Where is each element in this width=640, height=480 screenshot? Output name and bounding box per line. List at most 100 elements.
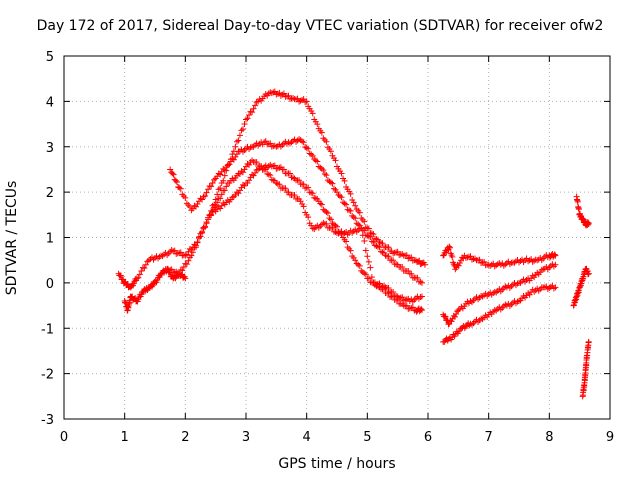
data-point (337, 193, 344, 200)
x-tick-label: 3 (242, 430, 250, 445)
data-point (529, 272, 536, 279)
data-point (158, 252, 165, 259)
data-point (318, 201, 325, 208)
data-point (552, 252, 559, 259)
data-point (233, 151, 240, 158)
data-point (371, 279, 378, 286)
data-point (399, 264, 406, 271)
data-point (362, 247, 369, 254)
data-point (246, 111, 253, 118)
data-point (338, 170, 345, 177)
data-point (117, 272, 124, 279)
data-point (361, 237, 368, 244)
data-point (552, 261, 559, 268)
data-point (479, 293, 486, 300)
data-point (460, 255, 467, 262)
data-point (350, 199, 357, 206)
data-point (585, 220, 592, 227)
y-tick-label: 2 (46, 186, 54, 201)
data-point (206, 211, 213, 218)
data-point (448, 318, 455, 325)
data-point (173, 178, 180, 185)
data-point (135, 274, 142, 281)
data-point (286, 170, 293, 177)
x-tick-label: 8 (545, 430, 553, 445)
data-point (359, 232, 366, 239)
data-point (341, 177, 348, 184)
data-point (214, 199, 221, 206)
data-point (367, 264, 374, 271)
data-point (285, 92, 292, 99)
data-point (268, 176, 275, 183)
data-point (253, 99, 260, 106)
data-point (405, 268, 412, 275)
data-point (167, 269, 174, 276)
data-point (417, 278, 424, 285)
data-point (171, 247, 178, 254)
data-point (358, 225, 365, 232)
data-point (294, 95, 301, 102)
data-point (455, 262, 462, 269)
x-axis-label: GPS time / hours (278, 456, 396, 472)
y-tick-label: -2 (41, 368, 54, 383)
data-point (456, 260, 463, 267)
data-point (309, 225, 316, 232)
data-points (115, 88, 592, 400)
data-point (142, 261, 149, 268)
data-point (212, 196, 219, 203)
data-point (552, 284, 559, 291)
data-point (338, 231, 345, 238)
data-point (255, 166, 262, 173)
data-point (352, 215, 359, 222)
data-point (226, 161, 233, 168)
data-point (239, 126, 246, 133)
data-point (408, 270, 415, 277)
data-point (385, 290, 392, 297)
data-point (167, 166, 174, 173)
data-point (347, 247, 354, 254)
data-point (305, 214, 312, 221)
data-point (356, 262, 363, 269)
data-point (329, 180, 336, 187)
data-point (385, 285, 392, 292)
data-point (449, 253, 456, 260)
x-axis: 0 1 2 3 4 5 6 7 8 9 (60, 56, 614, 445)
data-point (314, 158, 321, 165)
data-point (218, 202, 225, 209)
data-point (186, 203, 193, 210)
data-point (311, 194, 318, 201)
data-point (285, 189, 292, 196)
data-point (211, 176, 218, 183)
data-point (517, 258, 524, 265)
data-point (374, 243, 381, 250)
data-point (364, 253, 371, 260)
data-point (308, 189, 315, 196)
data-point (343, 238, 350, 245)
data-point (182, 194, 189, 201)
data-point (344, 206, 351, 213)
data-point (300, 181, 307, 188)
data-point (385, 244, 392, 251)
data-point (352, 257, 359, 264)
data-point (442, 313, 449, 320)
data-point (365, 275, 372, 282)
data-point (205, 186, 212, 193)
data-point (238, 127, 245, 134)
data-point (309, 190, 316, 197)
data-point (180, 263, 187, 270)
data-point (476, 256, 483, 263)
data-point (262, 138, 269, 145)
data-point (361, 227, 368, 234)
data-point (379, 240, 386, 247)
x-tick-label: 9 (606, 430, 614, 445)
data-point (202, 193, 209, 200)
data-point (253, 159, 260, 166)
data-point (185, 257, 192, 264)
data-point (192, 244, 199, 251)
data-point (362, 224, 369, 231)
data-point (169, 170, 176, 177)
data-point (365, 258, 372, 265)
data-point (300, 96, 307, 103)
data-point (390, 257, 397, 264)
